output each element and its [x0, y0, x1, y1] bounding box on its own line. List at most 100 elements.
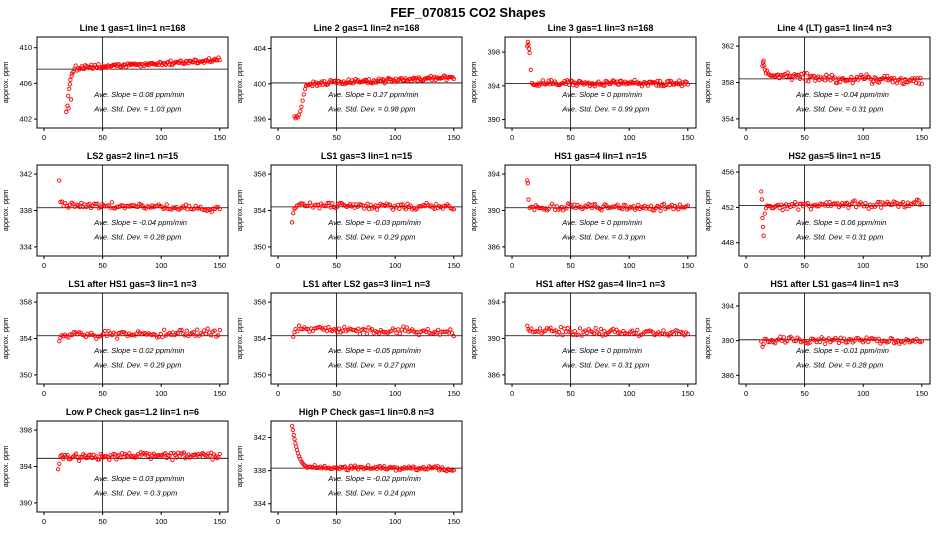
- data-point: [785, 70, 790, 75]
- panel-title: LS1 after HS1 gas=3 lin=1 n=3: [68, 279, 196, 289]
- x-tick-label: 150: [448, 517, 461, 526]
- panel-7: HS1 gas=4 lin=1 n=15 386 390 394 0 50 100 150 ap…: [469, 151, 697, 270]
- data-point: [614, 327, 619, 332]
- data-point: [107, 457, 112, 463]
- y-tick-label: 342: [19, 170, 32, 179]
- data-point: [806, 79, 811, 84]
- panel-1: Line 1 gas=1 lin=1 n=168 402 406 410 0 50 100 1…: [1, 23, 229, 142]
- data-point: [362, 327, 368, 333]
- data-point: [916, 81, 922, 86]
- data-point: [895, 338, 900, 343]
- plot-box: [270, 36, 463, 129]
- x-tick-label: 100: [623, 133, 636, 142]
- data-points: [760, 58, 924, 87]
- data-point: [451, 333, 456, 339]
- data-point: [785, 338, 790, 343]
- data-point: [785, 206, 790, 211]
- stddev-annotation: Ave. Std. Dev. = 0.31 ppm: [795, 105, 883, 114]
- data-point: [762, 67, 767, 72]
- x-tick-label: 100: [623, 389, 636, 398]
- data-point: [761, 341, 766, 347]
- y-tick-label: 338: [19, 206, 32, 215]
- panel-6: LS1 gas=3 lin=1 n=15 350 354 358 0 50 100 150 ap…: [235, 151, 463, 270]
- slope-annotation: Ave. Slope = 0.06 ppm/min: [795, 218, 886, 227]
- data-point: [364, 331, 370, 336]
- data-point: [919, 201, 924, 206]
- y-tick-label: 394: [487, 298, 500, 307]
- data-point: [584, 330, 590, 336]
- y-tick-label: 334: [253, 499, 266, 508]
- plot-box: [504, 36, 697, 129]
- panel-title: Line 4 (LT) gas=1 lin=4 n=3: [777, 23, 892, 33]
- x-tick-label: 100: [389, 389, 402, 398]
- data-point: [81, 66, 87, 72]
- data-point: [862, 76, 868, 81]
- y-tick-label: 358: [721, 78, 734, 87]
- data-point: [65, 453, 70, 458]
- data-point: [675, 82, 681, 87]
- data-point: [416, 332, 422, 338]
- y-tick-label: 354: [721, 114, 734, 123]
- y-tick-label: 362: [721, 42, 734, 51]
- data-point: [451, 207, 456, 212]
- data-point: [162, 327, 167, 332]
- data-points: [57, 178, 222, 214]
- data-point: [448, 327, 453, 332]
- data-point: [526, 197, 531, 202]
- y-tick-label: 404: [253, 44, 266, 53]
- data-point: [871, 79, 876, 84]
- data-point: [661, 201, 666, 207]
- y-tick-label: 456: [721, 168, 734, 177]
- data-point: [87, 201, 92, 206]
- x-tick-label: 100: [389, 517, 402, 526]
- data-point: [67, 86, 72, 91]
- data-point: [796, 72, 801, 78]
- data-point: [854, 204, 859, 210]
- data-point: [549, 78, 554, 83]
- y-tick-label: 358: [253, 170, 266, 179]
- stddev-annotation: Ave. Std. Dev. = 0.27 ppm: [327, 361, 415, 370]
- x-tick-label: 100: [155, 133, 168, 142]
- data-point: [71, 330, 76, 335]
- stddev-annotation: Ave. Std. Dev. = 0.29 ppm: [327, 233, 415, 242]
- data-point: [133, 204, 139, 209]
- x-tick-label: 100: [155, 517, 168, 526]
- data-point: [778, 334, 783, 339]
- data-point: [656, 204, 662, 210]
- data-point: [330, 201, 335, 206]
- data-point: [811, 73, 817, 79]
- data-point: [852, 198, 857, 203]
- data-point: [291, 432, 296, 438]
- data-point: [567, 329, 572, 335]
- x-tick-label: 0: [510, 261, 514, 270]
- x-tick-label: 150: [214, 517, 227, 526]
- data-point: [814, 204, 820, 209]
- data-point: [635, 327, 640, 333]
- data-point: [291, 334, 296, 339]
- data-point: [648, 203, 654, 208]
- x-tick-label: 0: [744, 261, 748, 270]
- y-tick-label: 338: [253, 466, 266, 475]
- data-point: [779, 338, 785, 343]
- data-point: [864, 335, 869, 340]
- data-point: [75, 455, 80, 460]
- data-point: [598, 326, 604, 332]
- data-point: [163, 451, 168, 456]
- data-point: [529, 326, 534, 331]
- x-tick-label: 150: [214, 389, 227, 398]
- data-point: [671, 332, 677, 337]
- y-axis-label: approx. ppm: [469, 318, 478, 360]
- data-point: [342, 324, 347, 330]
- y-axis-label: approx. ppm: [1, 318, 10, 360]
- panel-title: LS2 gas=2 lin=1 n=15: [87, 151, 178, 161]
- data-point: [656, 83, 661, 88]
- x-tick-label: 0: [276, 389, 280, 398]
- y-tick-label: 396: [253, 115, 266, 124]
- data-point: [805, 200, 810, 206]
- data-point: [66, 335, 71, 340]
- y-tick-label: 386: [487, 242, 500, 251]
- slope-annotation: Ave. Slope = -0.05 ppm/min: [327, 346, 421, 355]
- data-point: [800, 75, 806, 80]
- panel-title: HS2 gas=5 lin=1 n=15: [788, 151, 880, 161]
- data-point: [538, 205, 543, 211]
